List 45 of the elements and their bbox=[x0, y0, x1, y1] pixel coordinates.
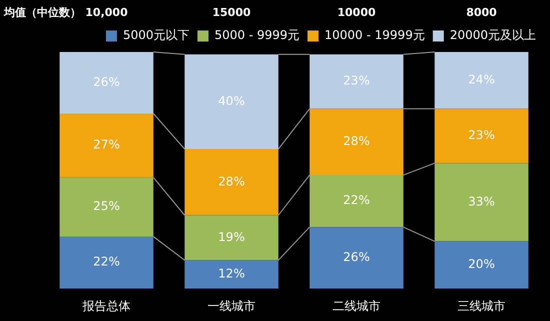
data-label: 27% bbox=[93, 138, 120, 152]
legend-label: 5000 - 9999元 bbox=[214, 28, 300, 42]
bar bbox=[434, 52, 528, 109]
data-label: 26% bbox=[343, 250, 370, 264]
bar bbox=[60, 236, 154, 289]
text: 10,000 bbox=[85, 6, 128, 19]
bar bbox=[184, 149, 278, 216]
bar bbox=[310, 175, 404, 228]
legend-label: 20000元及以上 bbox=[450, 28, 536, 42]
text: 均值（中位数） bbox=[3, 6, 81, 19]
data-label: 24% bbox=[468, 72, 495, 87]
data-label: 40% bbox=[218, 94, 245, 108]
bar bbox=[434, 163, 528, 242]
bar bbox=[60, 114, 154, 178]
data-label: 25% bbox=[93, 199, 120, 214]
data-label: 22% bbox=[343, 193, 370, 208]
text: 15000 bbox=[212, 6, 251, 19]
x-tick-label: 二线城市 bbox=[332, 298, 380, 313]
bar bbox=[310, 227, 404, 289]
text: 8000 bbox=[466, 6, 498, 19]
data-label: 23% bbox=[343, 74, 370, 88]
legend-label: 10000 - 19999元 bbox=[324, 28, 425, 42]
data-label: 28% bbox=[343, 134, 370, 148]
data-label: 26% bbox=[93, 74, 120, 89]
bar bbox=[184, 260, 278, 289]
data-label: 19% bbox=[218, 230, 245, 244]
legend-label: 5000元以下 bbox=[122, 28, 190, 42]
bar bbox=[434, 241, 528, 289]
text: 10000 bbox=[337, 6, 376, 19]
data-label: 12% bbox=[218, 266, 245, 281]
x-tick-label: 一线城市 bbox=[208, 298, 256, 313]
data-label: 23% bbox=[468, 128, 495, 142]
bar bbox=[60, 52, 154, 114]
bar bbox=[310, 108, 404, 176]
data-label: 20% bbox=[468, 257, 495, 272]
data-label: 22% bbox=[93, 254, 120, 269]
data-label: 33% bbox=[468, 194, 495, 208]
bar bbox=[60, 177, 154, 237]
bar bbox=[184, 54, 278, 150]
bar bbox=[434, 108, 528, 164]
x-tick-label: 报告总体 bbox=[82, 298, 130, 313]
bar bbox=[184, 215, 278, 260]
x-tick-label: 三线城市 bbox=[458, 298, 506, 313]
bar bbox=[310, 54, 404, 109]
data-label: 28% bbox=[218, 174, 245, 188]
